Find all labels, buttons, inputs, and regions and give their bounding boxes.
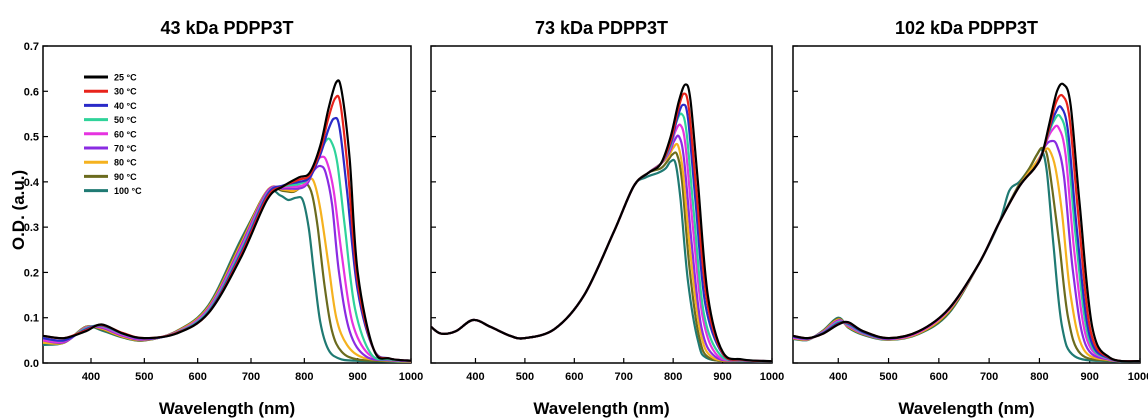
series-line [43,79,411,362]
x-tick-label: 600 [188,371,206,383]
x-tick-label: 400 [82,371,100,383]
x-tick-label: 700 [615,371,633,383]
x-tick-label: 500 [135,371,153,383]
series-line [43,94,411,362]
legend-label: 100 °C [114,186,142,196]
series-line [431,134,772,363]
series-line [431,112,772,363]
chart-panel-1: 43 kDa PDPP3T 400 500 600 700 800 900 1000 0.0 0.… [24,18,424,418]
chart-title: 43 kDa PDPP3T [160,18,293,38]
plot-frame [42,45,412,364]
series-line [431,151,772,363]
chart-panel-2: 73 kDa PDPP3T 400 500 600 700 800 900 1000 Wavel… [430,18,784,418]
y-tick-label: 0.4 [24,177,40,189]
legend-label: 40 °C [114,101,137,111]
y-tick-label: 0.7 [24,41,39,53]
y-tick-label: 0.1 [24,313,39,325]
plot-frame [430,45,773,364]
x-tick-label: 900 [713,371,731,383]
x-tick-label: 600 [565,371,583,383]
x-axis-label: Wavelength (nm) [159,399,295,418]
y-tick-label: 0.6 [24,86,39,98]
plot-frame [792,45,1141,364]
chart-panel-3: 102 kDa PDPP3T 400 500 600 700 800 900 1000 Wave… [792,18,1148,418]
chart-title: 102 kDa PDPP3T [895,18,1038,38]
legend-label: 90 °C [114,172,137,182]
x-tick-label: 400 [466,371,484,383]
x-tick-label: 400 [829,371,847,383]
x-tick-label: 500 [516,371,534,383]
legend-label: 80 °C [114,158,137,168]
x-axis-label: Wavelength (nm) [898,399,1034,418]
x-tick-label: 800 [295,371,313,383]
x-tick-label: 800 [664,371,682,383]
x-tick-label: 500 [879,371,897,383]
series-line [793,82,1140,363]
x-tick-label: 700 [980,371,998,383]
x-tick-label: 1000 [399,371,423,383]
legend-label: 30 °C [114,87,137,97]
series-line [431,123,772,363]
legend: 25 °C 30 °C 40 °C 50 °C 60 °C 70 °C 80 °C 90 °C… [84,73,142,196]
legend-label: 60 °C [114,129,137,139]
x-tick-label: 900 [1081,371,1099,383]
x-tick-label: 700 [242,371,260,383]
series-line [431,83,772,363]
y-tick-label: 0.2 [24,267,39,279]
x-tick-label: 1000 [1128,371,1148,383]
series-line [431,142,772,363]
series-line [431,92,772,363]
x-tick-label: 600 [930,371,948,383]
x-tick-label: 1000 [760,371,784,383]
y-tick-label: 0.5 [24,132,39,144]
y-tick-label: 0.3 [24,222,39,234]
legend-label: 70 °C [114,144,137,154]
chart-title: 73 kDa PDPP3T [535,18,668,38]
x-tick-label: 900 [348,371,366,383]
y-tick-label: 0.0 [24,358,39,370]
x-tick-label: 800 [1030,371,1048,383]
x-axis-label: Wavelength (nm) [533,399,669,418]
y-axis-label: O.D. (a.u.) [9,170,28,250]
legend-label: 50 °C [114,115,137,125]
legend-label: 25 °C [114,73,137,83]
